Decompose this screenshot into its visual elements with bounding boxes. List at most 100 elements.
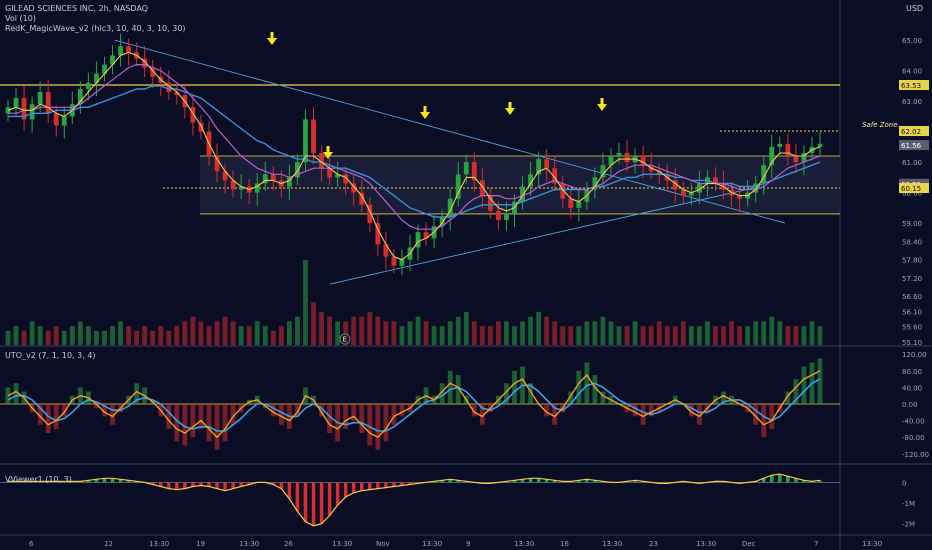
time-tick-label: 13:30 — [862, 540, 882, 548]
candle-body — [487, 195, 493, 211]
consolidation-box — [200, 156, 840, 214]
wave-fast-line — [7, 51, 821, 261]
candle-body — [327, 168, 332, 178]
uto-hist-bar — [5, 387, 11, 404]
volume-bar — [77, 321, 83, 345]
price-tag-label: 60.15 — [901, 185, 921, 193]
volume-bar — [793, 326, 799, 345]
vol-indicator-label[interactable]: Vol (10) — [5, 14, 36, 23]
candle-body — [343, 174, 349, 184]
candle-body — [150, 67, 156, 77]
candle-body — [769, 146, 775, 166]
volume-bar — [29, 321, 35, 345]
candle-body — [656, 171, 662, 175]
volume-bar — [198, 321, 204, 345]
candle-body — [102, 64, 107, 74]
wave-indicator-label[interactable]: RedK_MagicWave_v2 (hlc3, 10, 40, 3, 10, … — [5, 24, 186, 33]
candle-body — [455, 174, 461, 199]
volume-bar — [568, 326, 574, 345]
uto-hist-bar — [721, 391, 726, 404]
uto-hist-bar — [61, 404, 67, 417]
candle-body — [270, 174, 276, 181]
candle-body — [383, 244, 389, 257]
signal-arrow-icon — [505, 102, 515, 115]
price-tag-label: 63.53 — [901, 82, 921, 90]
volume-bar — [383, 321, 389, 345]
candle-body — [174, 92, 180, 96]
uto-tick-label: 120.00 — [902, 351, 927, 359]
uto-tick-label: 40.00 — [902, 384, 922, 392]
volume-bar — [809, 321, 815, 345]
volume-bar — [359, 316, 365, 345]
volume-bar — [664, 326, 670, 345]
candle-body — [608, 156, 614, 166]
volume-bar — [640, 326, 646, 345]
currency-label: USD — [906, 4, 923, 13]
candle-body — [560, 183, 566, 199]
candle-body — [166, 82, 172, 93]
vviewer-tick-label: -2M — [902, 521, 915, 529]
time-tick-label: 13:30 — [514, 540, 534, 548]
price-tick-label: 60.00 — [902, 190, 922, 198]
candle-body — [592, 177, 598, 190]
volume-bar — [367, 311, 373, 345]
volume-bar — [327, 316, 332, 345]
candle-body — [214, 156, 220, 172]
uto-hist-bar — [45, 404, 51, 434]
volume-bar — [777, 321, 783, 345]
price-tick-label: 57.20 — [902, 275, 922, 283]
volume-bar — [520, 321, 525, 345]
volume-bar — [134, 330, 140, 345]
volume-bar — [182, 321, 188, 345]
volume-bar — [61, 330, 67, 345]
candle-body — [552, 168, 558, 184]
volume-bar — [118, 321, 123, 345]
uto-hist-bar — [801, 366, 807, 404]
candle-body — [126, 46, 131, 53]
volume-bar — [721, 326, 726, 345]
candle-body — [761, 165, 767, 184]
uto-hist-bar — [230, 404, 236, 425]
volume-bar — [528, 316, 533, 345]
uto-hist-bar — [343, 404, 349, 429]
uto-hist-bar — [399, 404, 405, 417]
volume-bar — [214, 321, 220, 345]
price-tag-box — [899, 140, 929, 151]
candle-body — [753, 183, 759, 193]
time-tick-label: 13:30 — [422, 540, 442, 548]
uto-hist-bar — [206, 404, 212, 442]
candle-body — [190, 107, 196, 123]
volume-bars — [5, 260, 823, 345]
candle-body — [624, 152, 630, 163]
volume-bar — [126, 326, 131, 345]
candle-body — [61, 116, 67, 126]
time-tick-label: 13:30 — [149, 540, 169, 548]
uto-hist-bar — [479, 404, 485, 425]
uto-hist-bar — [688, 404, 694, 417]
volume-bar — [391, 321, 397, 345]
volume-bar — [600, 316, 606, 345]
price-tick-label: 55.60 — [902, 324, 922, 332]
uto-hist-bar — [13, 383, 19, 404]
uto-hist-bar — [134, 383, 140, 404]
volume-bar — [5, 330, 11, 345]
candle-body — [367, 204, 373, 224]
uto-hist-bar — [182, 404, 188, 446]
price-tag-label: 62.02 — [901, 128, 921, 136]
uto-hist-bar — [359, 404, 365, 434]
earnings-marker-label: E — [343, 336, 347, 344]
candle-body — [640, 156, 646, 166]
volume-bar — [672, 326, 678, 345]
time-tick-label: 16 — [560, 540, 569, 548]
candle-body — [697, 183, 702, 193]
price-tick-label: 63.00 — [902, 98, 922, 106]
uto-hist-bar — [214, 404, 220, 450]
volume-bar — [343, 321, 349, 345]
candle-body — [544, 159, 550, 169]
volume-bar — [560, 326, 566, 345]
uto-hist-bar — [375, 404, 381, 450]
volume-bar — [102, 330, 107, 345]
volume-bar — [53, 326, 59, 345]
time-tick-label: 23 — [649, 540, 658, 548]
